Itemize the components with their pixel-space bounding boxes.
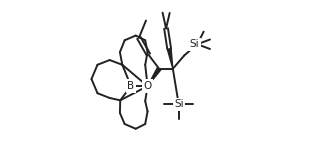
Text: B: B	[128, 81, 135, 91]
Polygon shape	[147, 68, 161, 86]
Text: Si: Si	[190, 39, 199, 49]
Text: O: O	[143, 81, 152, 91]
Text: Si: Si	[174, 99, 184, 109]
Polygon shape	[167, 49, 173, 69]
